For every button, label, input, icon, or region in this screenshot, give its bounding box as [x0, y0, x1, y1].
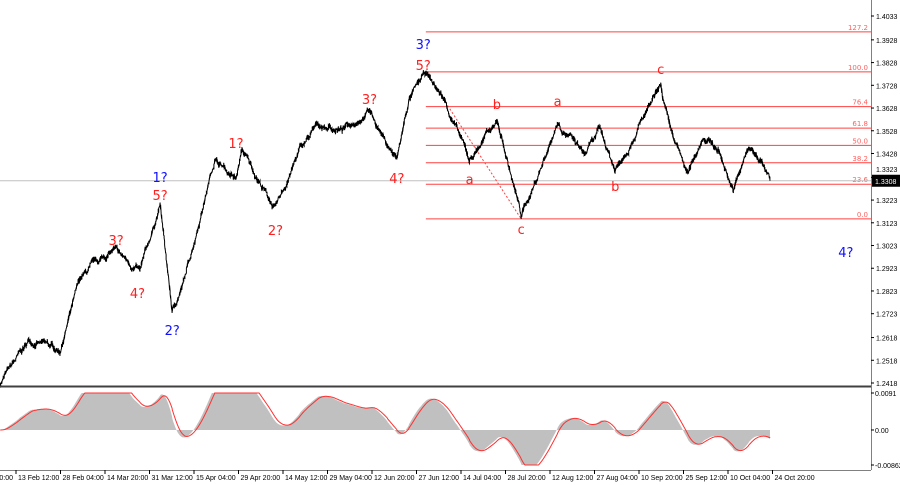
wave-label: 3?	[416, 38, 431, 53]
price-tick-label: 1.3223	[876, 198, 898, 205]
wave-label: 1?	[228, 137, 243, 152]
fib-level-label: 127.2	[848, 24, 868, 32]
time-tick-label: 12 Aug 12:00	[552, 475, 593, 482]
time-tick-label: 0:00	[0, 475, 13, 482]
time-tick-label: 14 Mar 20:00	[107, 475, 148, 482]
indicator-tick-label: 0.00	[875, 428, 889, 435]
time-tick-label: 12 Jun 20:00	[374, 475, 415, 482]
price-tick-label: 1.3828	[876, 61, 898, 68]
wave-label: 5?	[416, 59, 431, 74]
price-tick-label: 1.3528	[876, 129, 898, 136]
wave-label: 2?	[268, 224, 283, 239]
wave-label: a	[466, 173, 474, 188]
indicator-tick-label: -0.00862	[875, 463, 900, 470]
price-tick-label: 1.2723	[876, 312, 898, 319]
time-tick-label: 14 May 12:00	[285, 475, 328, 482]
fib-level-label: 61.8	[852, 120, 868, 128]
price-tick-label: 1.4033	[876, 14, 898, 21]
price-line	[0, 70, 771, 389]
time-tick-label: 10 Sep 20:00	[641, 475, 683, 482]
price-tick-label: 1.2618	[876, 336, 898, 343]
price-series	[0, 70, 771, 389]
price-tick-label: 1.3023	[876, 244, 898, 251]
wave-label: 3?	[362, 93, 377, 108]
fib-level-label: 0.0	[857, 211, 868, 219]
current-price-badge	[872, 174, 900, 187]
wave-label: 3?	[109, 234, 124, 249]
time-tick-label: 10 Oct 04:00	[730, 475, 770, 482]
wave-label: c	[518, 223, 525, 238]
time-tick-label: 27 Aug 04:00	[597, 475, 638, 482]
price-tick-label: 1.2518	[876, 358, 898, 365]
time-tick-label: 27 Jun 12:00	[419, 475, 460, 482]
time-tick-label: 13 Feb 12:00	[18, 475, 59, 482]
time-tick-label: 25 Sep 12:00	[686, 475, 728, 482]
wave-label: c	[657, 63, 664, 78]
time-tick-label: 29 Apr 20:00	[241, 475, 281, 482]
time-tick-label: 28 Jul 20:00	[508, 475, 546, 482]
price-tick-label: 1.3928	[876, 38, 898, 45]
time-tick-label: 15 Apr 04:00	[196, 475, 236, 482]
indicator-signal-line	[0, 392, 771, 466]
time-tick-label: 14 Jul 04:00	[463, 475, 501, 482]
fib-level-label: 50.0	[852, 137, 868, 145]
fibonacci-levels: 0.0 23.6 38.2 50.0 61.8 76.4 100.0 127.2	[425, 24, 871, 220]
wave-label: 5?	[153, 189, 168, 204]
fib-level-label: 38.2	[852, 155, 868, 163]
fib-level-label: 100.0	[848, 64, 868, 72]
wave-label: b	[611, 180, 619, 195]
price-tick-label: 1.3323	[876, 167, 898, 174]
price-tick-label: 1.2418	[876, 381, 898, 388]
fib-level-label: 76.4	[852, 99, 868, 107]
time-tick-label: 24 Oct 20:00	[775, 475, 815, 482]
wave-label: 1?	[153, 171, 168, 186]
indicator-tick-label: 0.0091	[875, 391, 897, 398]
wave-labels: 3? 4? 1? 5? 2? 1? 2? 3? 4? 3? 5? a b c a b c 4?	[109, 38, 854, 339]
price-tick-label: 1.3123	[876, 221, 898, 228]
wave-label: b	[493, 98, 501, 113]
price-tick-label: 1.2923	[876, 266, 898, 273]
indicator-panel	[0, 392, 771, 466]
price-tick-label: 1.3728	[876, 83, 898, 90]
wave-label: 2?	[165, 324, 180, 339]
wave-label: 4?	[838, 246, 853, 261]
time-tick-label: 31 Mar 12:00	[152, 475, 193, 482]
current-price-label: 1.3308	[875, 179, 897, 186]
price-tick-label: 1.2823	[876, 289, 898, 296]
wave-label: 4?	[130, 287, 145, 302]
price-tick-label: 1.3628	[876, 106, 898, 113]
time-tick-label: 28 Feb 04:00	[63, 475, 104, 482]
price-tick-label: 1.3428	[876, 151, 898, 158]
indicator-histogram	[0, 393, 770, 465]
fib-level-label: 23.6	[852, 176, 868, 184]
wave-label: 4?	[389, 172, 404, 187]
wave-label: a	[554, 95, 562, 110]
time-tick-label: 29 May 04:00	[330, 475, 373, 482]
